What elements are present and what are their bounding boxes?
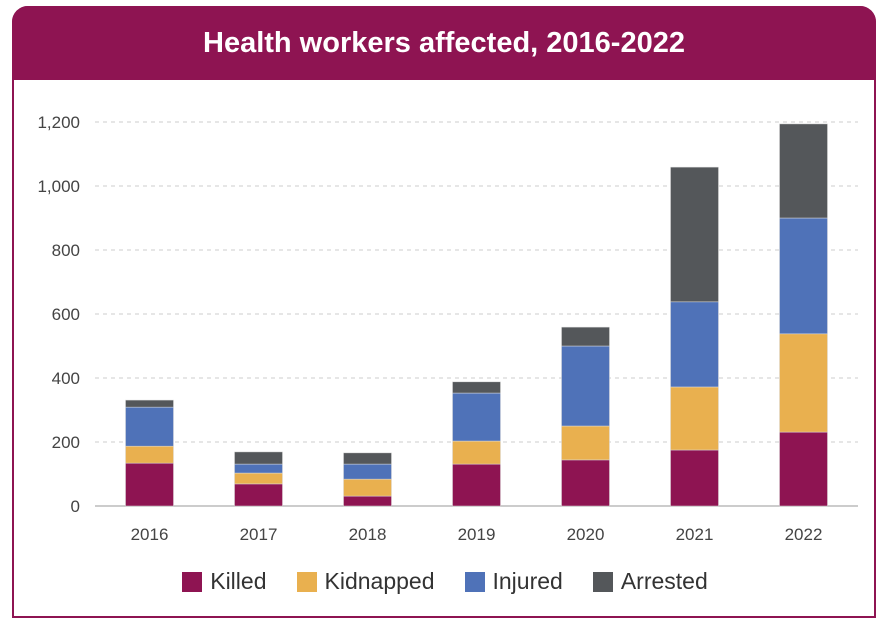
- bar-injured-2022: [779, 217, 828, 335]
- bar-killed-2020: [561, 459, 610, 507]
- bar-arrested-2019: [452, 381, 501, 394]
- bar-arrested-2016: [125, 399, 174, 408]
- bar-arrested-2018: [343, 452, 392, 465]
- legend-item: Kidnapped: [296, 568, 435, 595]
- x-tick-label: 2017: [240, 525, 278, 544]
- bar-kidnapped-2019: [452, 440, 501, 465]
- bar-killed-2016: [125, 462, 174, 507]
- bar-arrested-2022: [779, 123, 828, 219]
- legend-swatch: [182, 571, 203, 592]
- bar-killed-2021: [670, 449, 719, 507]
- bar-killed-2018: [343, 495, 392, 507]
- legend-item: Injured: [464, 568, 563, 595]
- x-tick-label: 2018: [349, 525, 387, 544]
- y-tick-label: 600: [52, 305, 80, 324]
- x-tick-label: 2022: [785, 525, 823, 544]
- x-tick-label: 2021: [676, 525, 714, 544]
- bar-injured-2016: [125, 406, 174, 447]
- chart-title: Health workers affected, 2016-2022: [203, 26, 685, 59]
- bar-kidnapped-2018: [343, 478, 392, 497]
- bar-arrested-2017: [234, 451, 283, 465]
- y-tick-label: 200: [52, 433, 80, 452]
- bar-arrested-2021: [670, 166, 719, 303]
- bar-kidnapped-2020: [561, 425, 610, 461]
- bar-killed-2022: [779, 431, 828, 507]
- bar-injured-2018: [343, 463, 392, 480]
- bar-kidnapped-2017: [234, 472, 283, 485]
- y-tick-label: 0: [71, 497, 80, 516]
- legend-swatch: [592, 571, 613, 592]
- bar-kidnapped-2016: [125, 445, 174, 464]
- bar-kidnapped-2021: [670, 386, 719, 451]
- legend-swatch: [464, 571, 485, 592]
- legend-label: Kidnapped: [324, 568, 435, 594]
- bar-injured-2020: [561, 345, 610, 427]
- x-tick-label: 2020: [567, 525, 605, 544]
- bar-killed-2017: [234, 483, 283, 507]
- bar-injured-2017: [234, 463, 283, 474]
- y-tick-label: 800: [52, 241, 80, 260]
- y-tick-label: 1,200: [37, 113, 80, 132]
- y-tick-label: 400: [52, 369, 80, 388]
- legend-swatch: [296, 571, 317, 592]
- legend-item: Killed: [182, 568, 267, 595]
- legend-label: Arrested: [620, 568, 708, 594]
- bar-injured-2019: [452, 392, 501, 442]
- y-tick-label: 1,000: [37, 177, 80, 196]
- legend-item: Arrested: [592, 568, 708, 595]
- bar-kidnapped-2022: [779, 333, 828, 433]
- bar-arrested-2020: [561, 326, 610, 347]
- bar-killed-2019: [452, 463, 501, 507]
- bar-injured-2021: [670, 301, 719, 388]
- legend-label: Injured: [492, 568, 563, 594]
- x-tick-label: 2016: [131, 525, 169, 544]
- legend: Killed Kidnapped Injured Arrested: [0, 568, 890, 595]
- chart-header: Health workers affected, 2016-2022: [12, 6, 876, 80]
- legend-label: Killed: [210, 568, 267, 594]
- x-tick-label: 2019: [458, 525, 496, 544]
